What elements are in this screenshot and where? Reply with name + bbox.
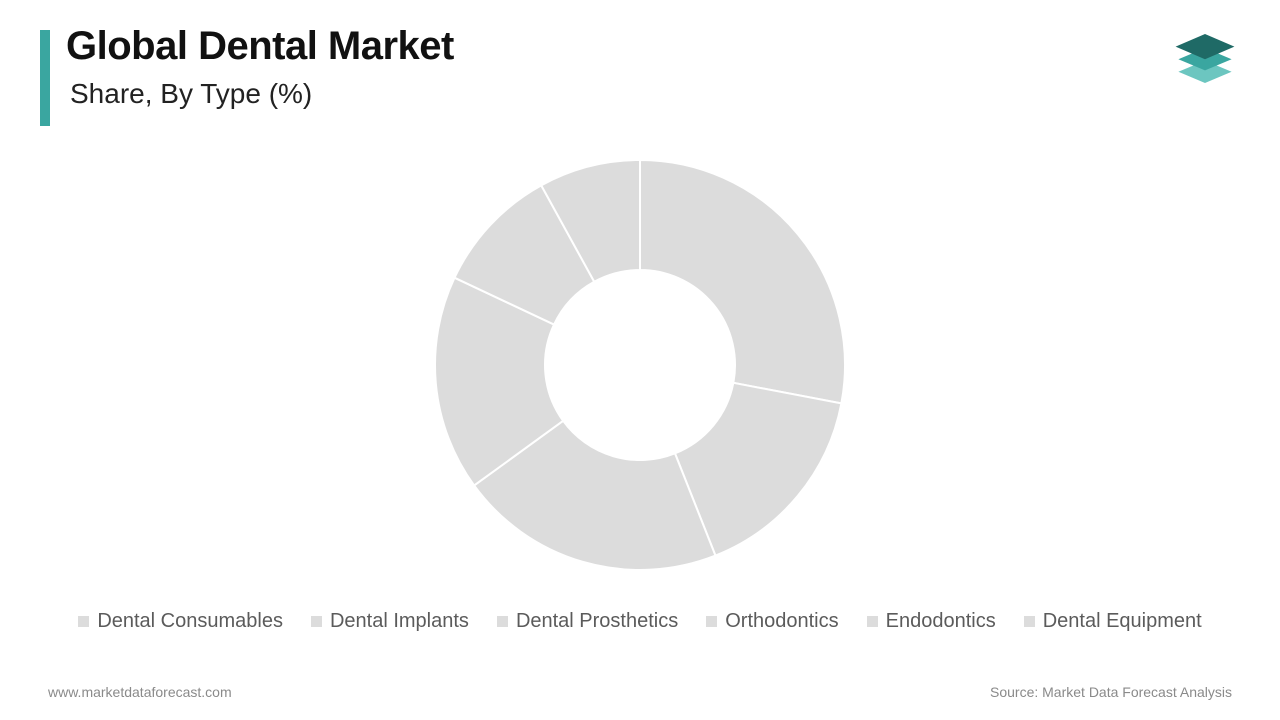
- legend-swatch: [1024, 616, 1035, 627]
- legend-swatch: [311, 616, 322, 627]
- legend-item: Orthodontics: [706, 610, 838, 633]
- chart-legend: Dental Consumables Dental Implants Dental …: [0, 610, 1280, 633]
- footer-url: www.marketdataforecast.com: [48, 684, 232, 700]
- donut-chart: [0, 140, 1280, 590]
- legend-swatch: [78, 616, 89, 627]
- legend-item: Dental Implants: [311, 610, 469, 633]
- legend-item: Endodontics: [867, 610, 996, 633]
- legend-label: Endodontics: [886, 610, 996, 633]
- page-subtitle: Share, By Type (%): [70, 78, 312, 110]
- brand-logo: [1170, 20, 1240, 90]
- donut-svg: [410, 135, 870, 595]
- legend-item: Dental Consumables: [78, 610, 283, 633]
- accent-bar: [40, 30, 50, 126]
- legend-item: Dental Equipment: [1024, 610, 1202, 633]
- legend-item: Dental Prosthetics: [497, 610, 678, 633]
- legend-label: Orthodontics: [725, 610, 838, 633]
- legend-label: Dental Consumables: [97, 610, 283, 633]
- legend-label: Dental Prosthetics: [516, 610, 678, 633]
- donut-slice: [640, 160, 845, 403]
- legend-label: Dental Equipment: [1043, 610, 1202, 633]
- page: Global Dental Market Share, By Type (%) …: [0, 0, 1280, 720]
- footer-source: Source: Market Data Forecast Analysis: [990, 684, 1232, 700]
- legend-swatch: [706, 616, 717, 627]
- legend-label: Dental Implants: [330, 610, 469, 633]
- legend-swatch: [867, 616, 878, 627]
- legend-swatch: [497, 616, 508, 627]
- page-title: Global Dental Market: [66, 24, 454, 69]
- layers-icon: [1170, 20, 1240, 90]
